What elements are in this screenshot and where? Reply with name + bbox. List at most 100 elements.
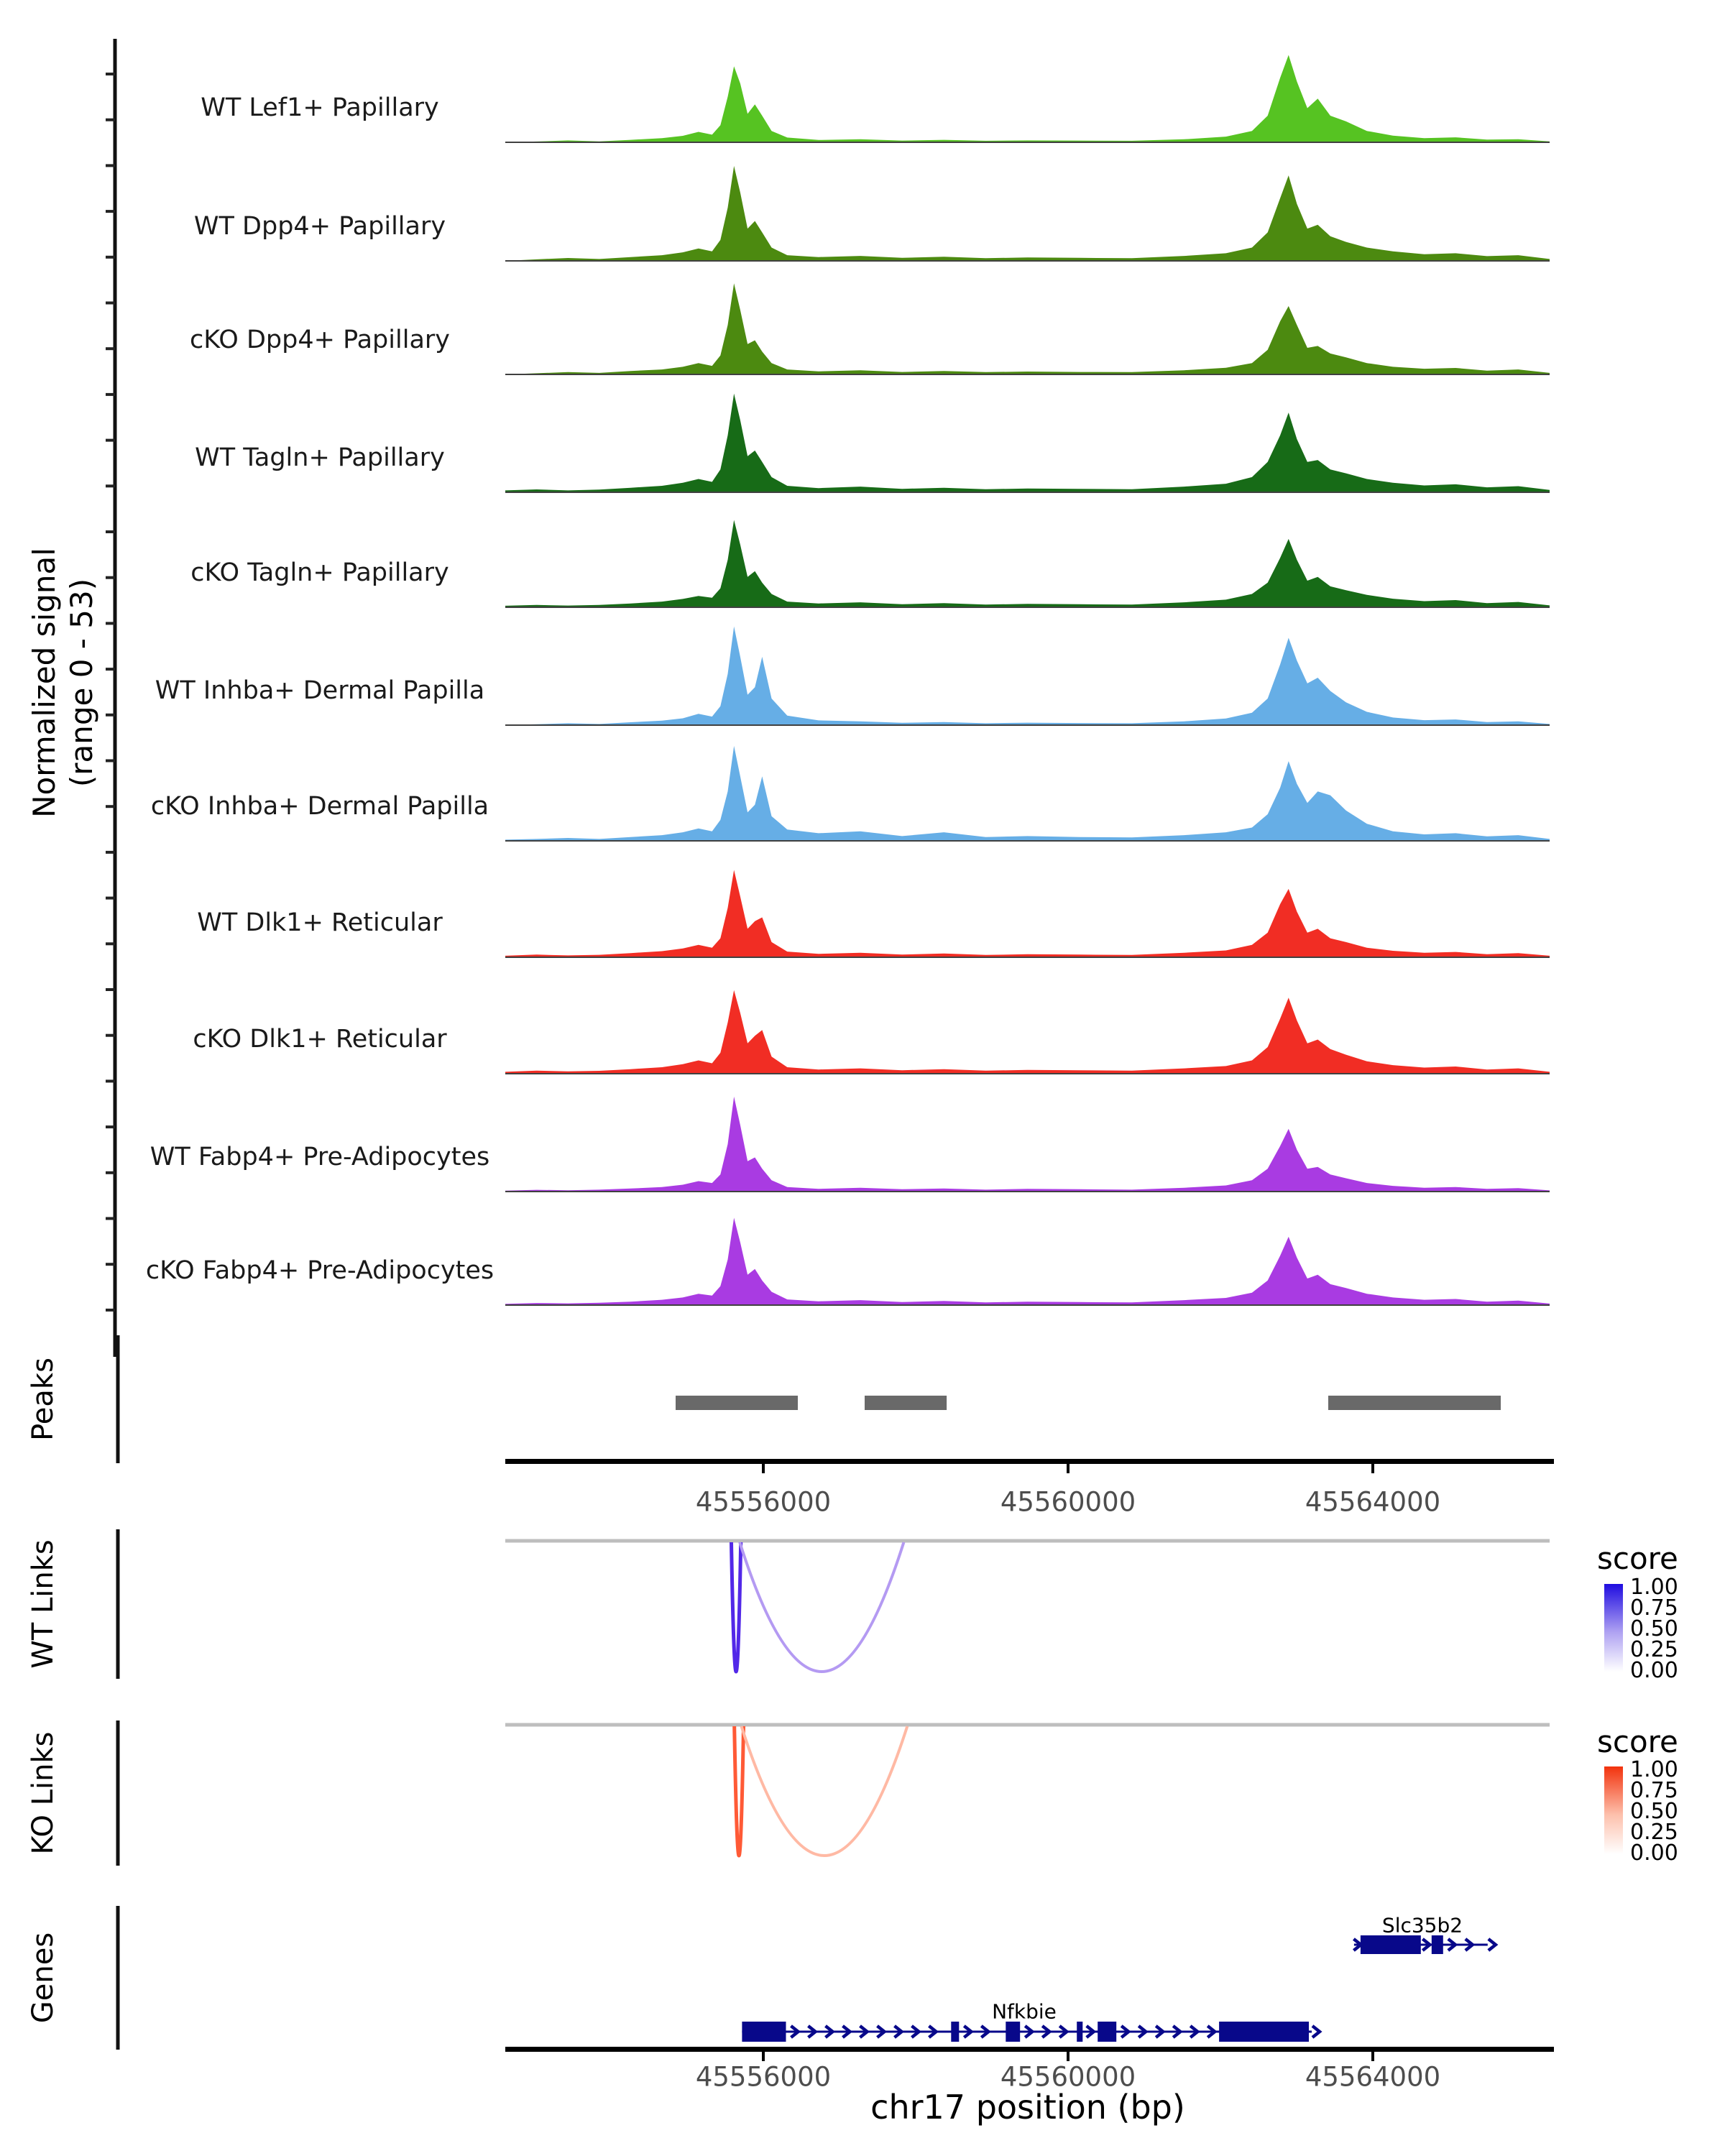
coverage-area-6 [505, 745, 1550, 841]
legend-tick-label: 0.00 [1630, 1658, 1678, 1683]
y-axis-label-line1: Normalized signal [27, 548, 62, 818]
coverage-area-1 [505, 165, 1550, 261]
genomic-axis-line [505, 2047, 1554, 2052]
axis-tick-label: 45560000 [1000, 2061, 1136, 2093]
ko-link-arc-0 [732, 1726, 745, 1858]
gene-strand-arrow [790, 2024, 801, 2039]
row-label-wt-links: WT Links [27, 1539, 60, 1669]
peak-interval-0 [676, 1396, 798, 1410]
gene-strand-arrow [1447, 1938, 1458, 1952]
legend-tick-label: 0.75 [1630, 1595, 1678, 1621]
axis-tick-label: 45560000 [1000, 1486, 1136, 1518]
peak-interval-2 [1328, 1396, 1501, 1410]
gene-strand-arrow [1041, 2024, 1052, 2039]
gene-strand-arrow [1137, 2024, 1149, 2039]
gene-strand-arrow [1189, 2024, 1200, 2039]
gene-strand-arrow [1487, 1938, 1499, 1952]
gene-strand-arrow [1058, 2024, 1070, 2039]
row-label-peaks: Peaks [27, 1358, 60, 1441]
gene-strand-arrow [1085, 2024, 1097, 2039]
row-label-genes: Genes [27, 1932, 60, 2024]
coverage-area-2 [505, 283, 1550, 374]
track-label-5: WT Inhba+ Dermal Papilla [155, 676, 485, 705]
gene-exon-Nfkbie-2 [1006, 2022, 1021, 2042]
gene-strand-arrow [1120, 2024, 1131, 2039]
axis-tick-label: 45556000 [695, 1486, 832, 1518]
coverage-area-5 [505, 626, 1550, 725]
coverage-area-8 [505, 990, 1550, 1074]
legend-gradient-bar [1604, 1584, 1623, 1672]
gene-exon-Slc35b2-0 [1360, 1935, 1421, 1954]
coverage-area-3 [505, 393, 1550, 492]
genomic-axis-line [505, 1459, 1554, 1464]
genomic-axis-tick [762, 2052, 765, 2061]
y-axis-label-line2: (range 0 - 53) [64, 578, 99, 788]
wt-link-arc-0 [730, 1542, 743, 1674]
gene-strand-arrow [980, 2024, 991, 2039]
gene-strand-arrow [842, 2024, 853, 2039]
gene-strand-arrow [1206, 2024, 1218, 2039]
gene-label-Slc35b2: Slc35b2 [1381, 1913, 1463, 1938]
axis-tick-label: 45556000 [695, 2061, 832, 2093]
ko-link-arc-1 [740, 1726, 909, 1857]
genomic-axis-tick [762, 1464, 765, 1473]
track-label-8: cKO Dlk1+ Reticular [193, 1025, 447, 1054]
legend-tick-label: 1.00 [1630, 1575, 1678, 1600]
track-label-4: cKO Tagln+ Papillary [190, 558, 449, 587]
row-label-ko-links: KO Links [27, 1731, 60, 1855]
track-label-3: WT Tagln+ Papillary [195, 443, 445, 472]
legend-gradient-bar [1604, 1766, 1623, 1854]
axis-tick-label: 45564000 [1305, 2061, 1441, 2093]
gene-strand-arrow [859, 2024, 870, 2039]
gene-strand-arrow [911, 2024, 922, 2039]
track-label-7: WT Dlk1+ Reticular [197, 908, 443, 937]
coverage-area-7 [505, 870, 1550, 957]
legend-title: score [1597, 1724, 1678, 1759]
legend-tick-label: 0.00 [1630, 1841, 1678, 1866]
track-label-6: cKO Inhba+ Dermal Papilla [150, 792, 489, 821]
gene-strand-arrow [1421, 1938, 1432, 1952]
gene-strand-arrow [1154, 2024, 1166, 2039]
legend-tick-label: 0.50 [1630, 1616, 1678, 1641]
legend-title: score [1597, 1541, 1678, 1576]
gene-strand-arrow [893, 2024, 905, 2039]
gene-strand-arrow [824, 2024, 836, 2039]
genomic-axis-tick [1067, 1464, 1070, 1473]
gene-strand-arrow [876, 2024, 888, 2039]
gene-exon-Nfkbie-1 [951, 2022, 960, 2042]
legend-tick-label: 0.25 [1630, 1637, 1678, 1662]
gene-strand-arrow [807, 2024, 819, 2039]
y-axis-label: Normalized signal (range 0 - 53) [26, 548, 101, 818]
gene-label-Nfkbie: Nfkbie [992, 1999, 1057, 2024]
genomic-axis-tick [1067, 2052, 1070, 2061]
gene-strand-arrow [1311, 2024, 1322, 2039]
coverage-area-9 [505, 1096, 1550, 1192]
legend-tick-label: 1.00 [1630, 1757, 1678, 1782]
gene-strand-arrow [962, 2024, 974, 2039]
gene-strand-arrow [1464, 1938, 1476, 1952]
legend-tick-label: 0.75 [1630, 1778, 1678, 1803]
gene-strand-arrow [1353, 1938, 1364, 1952]
coverage-area-0 [505, 55, 1550, 142]
legend-tick-label: 0.50 [1630, 1799, 1678, 1824]
genomic-axis-tick [1371, 1464, 1374, 1473]
track-label-0: WT Lef1+ Papillary [201, 93, 439, 122]
coverage-area-10 [505, 1217, 1550, 1305]
gene-exon-Nfkbie-5 [1219, 2022, 1309, 2042]
x-axis-title: chr17 position (bp) [870, 2088, 1185, 2127]
gene-strand-arrow [928, 2024, 939, 2039]
gene-exon-Slc35b2-1 [1431, 1935, 1443, 1954]
track-label-2: cKO Dpp4+ Papillary [190, 326, 450, 354]
gene-strand-arrow [1172, 2024, 1183, 2039]
wt-link-arc-1 [738, 1542, 906, 1673]
track-label-9: WT Fabp4+ Pre-Adipocytes [150, 1143, 490, 1171]
coverage-area-4 [505, 520, 1550, 607]
axis-tick-label: 45564000 [1305, 1486, 1441, 1518]
gene-exon-Nfkbie-0 [742, 2022, 786, 2042]
track-label-1: WT Dpp4+ Papillary [193, 212, 446, 241]
legend-tick-label: 0.25 [1630, 1820, 1678, 1845]
gene-exon-Nfkbie-3 [1077, 2022, 1083, 2042]
gene-strand-arrow [1024, 2024, 1035, 2039]
